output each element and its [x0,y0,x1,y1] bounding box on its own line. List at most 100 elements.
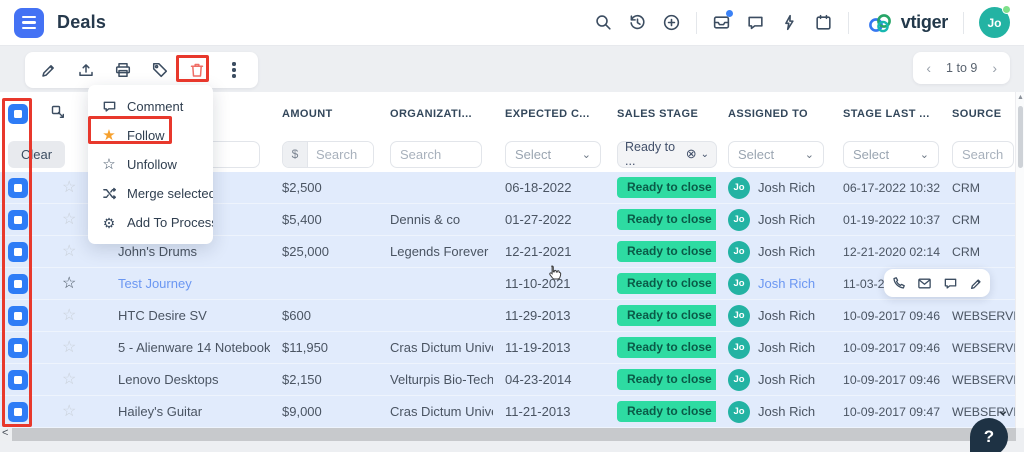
prev-page-button[interactable]: ‹ [926,60,932,76]
stage-badge: Ready to close [617,177,716,198]
search-icon[interactable] [594,13,613,32]
edit-icon[interactable] [40,61,58,79]
menu-item-follow[interactable]: ★ Follow [88,121,213,150]
assignee-name: Josh Rich [758,180,816,195]
deal-name-link[interactable]: 5 - Alienware 14 Notebooks [118,340,270,355]
star-icon[interactable]: ☆ [62,178,77,196]
scroll-down-indicator[interactable]: ⌄ [997,402,1009,418]
calendar-icon[interactable] [814,13,833,32]
table-row[interactable]: ☆ 5 - Alienware 14 Notebooks $11,950 Cra… [0,332,1016,364]
deal-name-link[interactable]: Lenovo Desktops [118,372,219,387]
column-header-organization[interactable]: ORGANIZATI... [390,108,472,120]
row-checkbox[interactable] [8,177,28,198]
deal-amount: $25,000 [282,244,329,259]
star-icon[interactable]: ☆ [62,402,77,420]
horizontal-scrollbar-thumb[interactable] [12,428,1016,441]
deal-stage-last-modified: 10-09-2017 09:46 A [843,308,940,323]
user-avatar[interactable]: Jo [979,5,1011,38]
phone-icon[interactable] [891,276,906,291]
expected-close-filter-select[interactable]: Select ⌄ [505,140,601,168]
assignee-name: Josh Rich [758,372,816,387]
stage-last-filter-select[interactable]: Select ⌄ [843,140,939,168]
deal-name-link[interactable]: Hailey's Guitar [118,404,203,419]
scroll-up-arrow[interactable]: ▲ [1017,94,1024,101]
star-icon[interactable]: ☆ [62,370,77,388]
upload-icon[interactable] [77,61,95,79]
chat-icon[interactable] [746,13,765,32]
help-button[interactable]: ? [970,418,1008,452]
shortcuts-icon[interactable] [780,13,799,32]
clear-filters-button[interactable]: Clear [8,140,66,168]
page-title: Deals [57,12,107,32]
horizontal-scrollbar[interactable]: < [0,427,1016,441]
stage-badge: Ready to close [617,273,716,294]
table-row[interactable]: ☆ HTC Desire SV $600 11-29-2013 Ready to… [0,300,1016,332]
table-row[interactable]: ☆ Hailey's Guitar $9,000 Cras Dictum Uni… [0,396,1016,428]
deal-amount: $2,150 [282,372,322,387]
row-checkbox[interactable] [8,241,28,262]
star-icon[interactable]: ☆ [62,210,77,228]
deal-assigned-to: Jo Josh Rich [716,272,831,295]
remove-filter-icon[interactable]: ⊗ [685,146,697,161]
print-icon[interactable] [114,61,132,79]
menu-item-merge[interactable]: Merge selected r [88,179,213,208]
organization-filter-input[interactable] [390,140,482,168]
history-icon[interactable] [628,13,647,32]
star-icon[interactable]: ☆ [62,306,77,324]
row-checkbox[interactable] [8,305,28,326]
amount-filter[interactable]: $ [282,140,374,168]
menu-item-add-to-process[interactable]: ⚙ Add To Process [88,208,213,237]
row-checkbox[interactable] [8,401,28,422]
star-icon[interactable]: ☆ [62,338,77,356]
more-kebab-icon[interactable] [225,61,243,79]
row-checkbox[interactable] [8,337,28,358]
source-filter-input[interactable] [952,140,1014,168]
column-header-assigned-to[interactable]: ASSIGNED TO [728,108,808,120]
row-checkbox[interactable] [8,209,28,230]
chevron-down-icon: ⌄ [581,148,591,161]
sales-stage-filter-chip[interactable]: Ready to ... ⊗ ⌄ [617,140,717,168]
deal-name-link[interactable]: Test Journey [118,276,192,291]
star-icon[interactable]: ☆ [62,274,77,292]
select-all-checkbox[interactable] [8,104,28,124]
delete-icon[interactable] [188,61,206,79]
avatar-initials: Jo [987,15,1002,30]
deal-organization: Cras Dictum Unive [390,340,493,355]
deals-table: AMOUNT ORGANIZATI... EXPECTED C... SALES… [0,92,1016,428]
deal-name-link[interactable]: HTC Desire SV [118,308,207,323]
hamburger-menu-button[interactable] [14,7,44,38]
deal-source: CRM [952,212,981,227]
comment-icon[interactable] [943,276,958,291]
envelope-icon[interactable] [917,276,932,291]
vertical-scrollbar-thumb[interactable] [1017,106,1023,168]
row-checkbox[interactable] [8,369,28,390]
column-header-source[interactable]: SOURCE [952,108,1002,120]
merge-icon [101,186,117,202]
resize-rows-icon[interactable] [50,104,66,120]
deal-source: CRM [952,244,981,259]
column-header-sales-stage[interactable]: SALES STAGE [617,108,699,120]
assigned-to-filter-select[interactable]: Select ⌄ [728,140,824,168]
amount-filter-input[interactable] [308,141,373,167]
column-header-expected-close[interactable]: EXPECTED C... [505,108,590,120]
column-header-stage-last[interactable]: STAGE LAST ... [843,108,930,120]
menu-item-unfollow[interactable]: ☆ Unfollow [88,150,213,179]
add-icon[interactable] [662,13,681,32]
assignee-avatar: Jo [728,240,750,263]
next-page-button[interactable]: › [992,60,997,76]
pencil-icon[interactable] [969,276,984,291]
tag-icon[interactable] [151,61,169,79]
table-row[interactable]: ☆ Lenovo Desktops $2,150 Velturpis Bio-T… [0,364,1016,396]
column-header-amount[interactable]: AMOUNT [282,108,333,120]
menu-item-comment[interactable]: Comment [88,92,213,121]
star-icon[interactable]: ☆ [62,242,77,260]
row-checkbox[interactable] [8,273,28,294]
menu-item-label: Follow [127,128,165,143]
scroll-left-arrow[interactable]: < [2,427,9,439]
table-row[interactable]: ☆ Test Journey 11-10-2021 Ready to close… [0,268,1016,300]
divider [847,11,849,34]
deal-name-link[interactable]: John's Drums [118,244,198,259]
vertical-scrollbar[interactable]: ▲ [1015,92,1024,428]
inbox-icon[interactable] [712,10,733,32]
